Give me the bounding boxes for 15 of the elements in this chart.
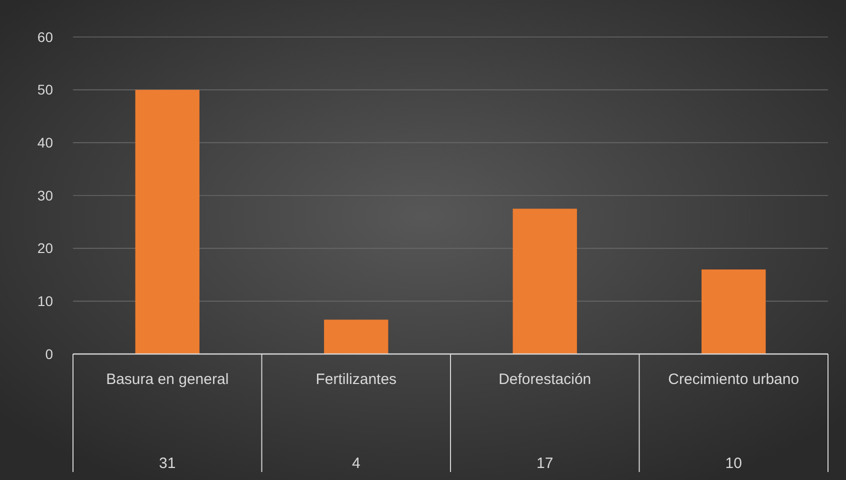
y-tick-label: 20 [37, 240, 54, 256]
text: 10 [725, 455, 742, 472]
y-tick-label: 50 [37, 82, 54, 98]
x-tick-label: Crecimiento urbano [668, 371, 800, 388]
x-tick-label: Basura en general [106, 371, 229, 388]
text: 17 [536, 455, 554, 472]
y-tick-label: 60 [37, 28, 54, 45]
y-tick-label: 10 [37, 293, 54, 310]
y-tick-label: 40 [37, 134, 54, 151]
x-tick-label: Deforestación [498, 371, 592, 388]
y-tick-label: 30 [37, 187, 54, 204]
text: 31 [159, 455, 176, 472]
x-tick-label: Fertilizantes [316, 371, 397, 388]
y-tick-label: 0 [45, 346, 54, 362]
text: 4 [352, 455, 360, 472]
